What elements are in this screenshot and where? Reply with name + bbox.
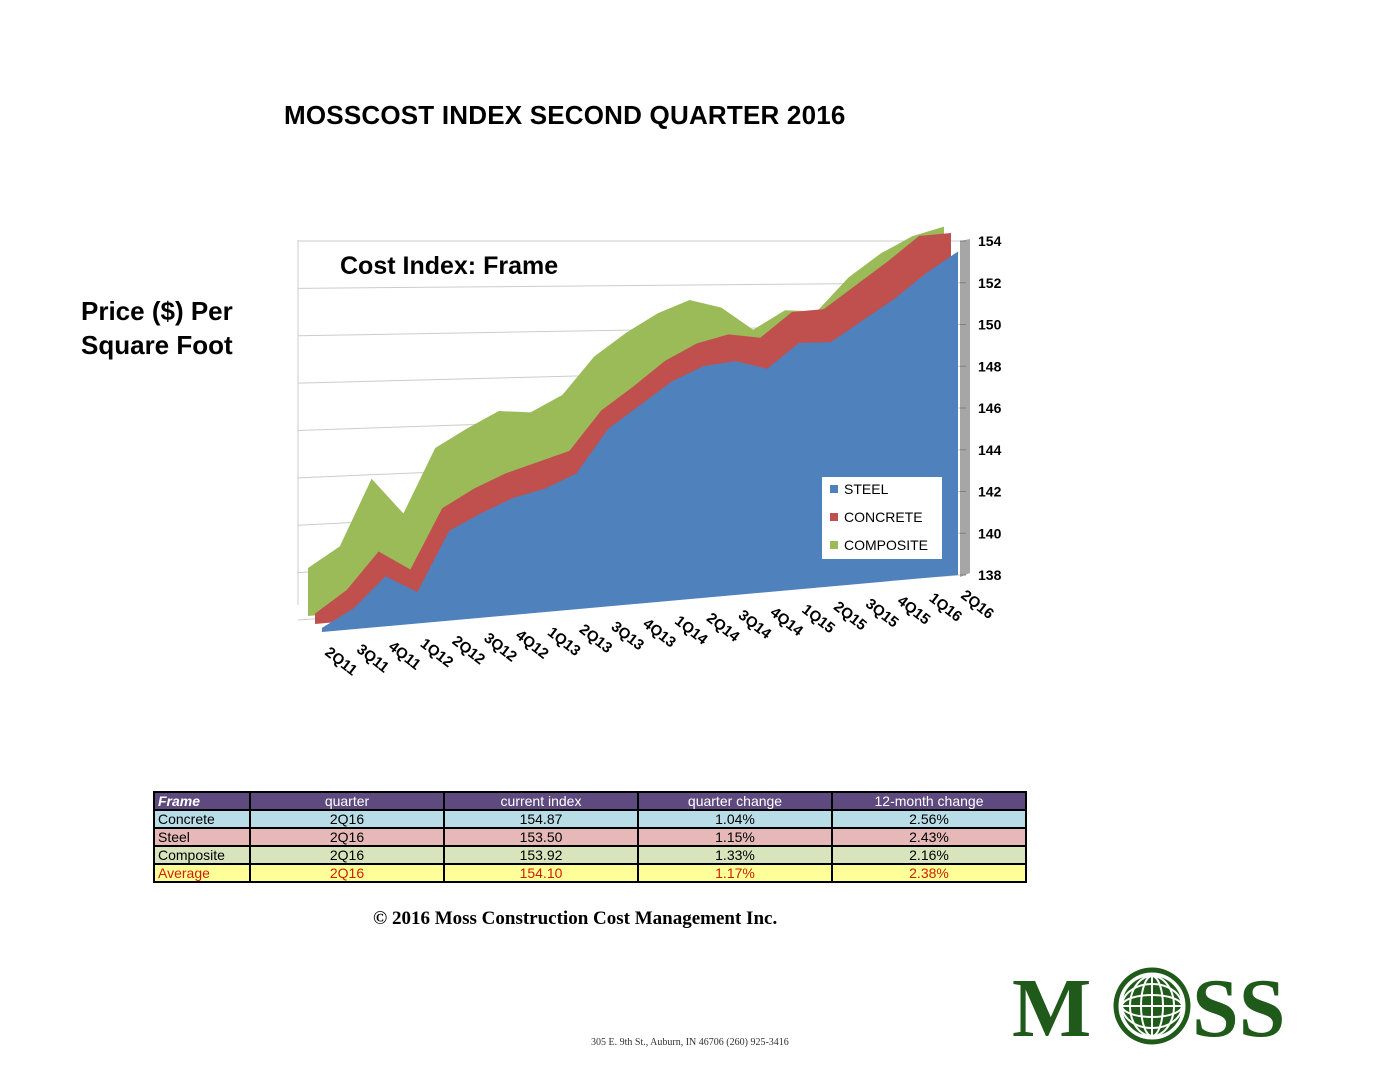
page-title: MOSSCOST INDEX SECOND QUARTER 2016 bbox=[284, 100, 846, 130]
table-row-steel: Steel 2Q16 153.50 1.15% 2.43% bbox=[153, 827, 1027, 847]
globe-icon bbox=[1113, 967, 1191, 1045]
chart-legend: STEEL CONCRETE COMPOSITE bbox=[822, 477, 942, 559]
legend-swatch bbox=[830, 541, 838, 549]
table-header: current index bbox=[443, 791, 639, 811]
x-tick-label: 2Q12 bbox=[449, 632, 488, 668]
chart-title: Cost Index: Frame bbox=[340, 252, 558, 280]
y-tick-label: 144 bbox=[978, 442, 1002, 458]
row-index: 154.10 bbox=[443, 863, 639, 883]
legend-swatch bbox=[830, 485, 838, 493]
x-tick-label: 2Q13 bbox=[576, 621, 615, 657]
row-quarter-change: 1.15% bbox=[637, 827, 833, 847]
x-tick-label: 3Q11 bbox=[353, 641, 392, 676]
table-row-concrete: Concrete 2Q16 154.87 1.04% 2.56% bbox=[153, 809, 1027, 829]
legend-label: COMPOSITE bbox=[844, 537, 928, 553]
x-tick-label: 4Q15 bbox=[894, 592, 933, 628]
row-label: Steel bbox=[153, 827, 251, 847]
x-tick-label: 4Q11 bbox=[385, 638, 424, 673]
legend-label: CONCRETE bbox=[844, 509, 923, 525]
legend-label: STEEL bbox=[844, 481, 889, 497]
y-tick-label: 138 bbox=[978, 567, 1002, 583]
table-header: 12-month change bbox=[831, 791, 1027, 811]
x-tick-label: 3Q14 bbox=[735, 607, 775, 643]
x-tick-label: 4Q14 bbox=[767, 604, 807, 640]
y-tick-label: 146 bbox=[978, 400, 1002, 416]
x-tick-label: 2Q15 bbox=[830, 598, 869, 634]
area-chart: 138 140 142 144 146 148 150 152 154 2Q113Q114Q11… bbox=[297, 226, 1002, 679]
table-header: quarter bbox=[249, 791, 445, 811]
row-12-month-change: 2.38% bbox=[831, 863, 1027, 883]
row-quarter: 2Q16 bbox=[249, 827, 445, 847]
x-tick-label: 2Q14 bbox=[703, 610, 743, 646]
row-label: Concrete bbox=[153, 809, 251, 829]
x-tick-label: 3Q12 bbox=[481, 630, 520, 666]
x-tick-label: 1Q16 bbox=[926, 590, 965, 626]
row-quarter: 2Q16 bbox=[249, 845, 445, 865]
x-tick-label: 4Q12 bbox=[512, 627, 551, 663]
logo-text-right: SS bbox=[1192, 962, 1285, 1052]
row-quarter-change: 1.17% bbox=[637, 863, 833, 883]
y-tick-label: 148 bbox=[978, 358, 1002, 374]
x-tick-label: 1Q15 bbox=[799, 601, 838, 637]
chart-areas bbox=[308, 226, 958, 632]
x-tick-label: 4Q13 bbox=[640, 615, 679, 651]
logo-text-left: M bbox=[1012, 962, 1091, 1052]
table-row-composite: Composite 2Q16 153.92 1.33% 2.16% bbox=[153, 845, 1027, 865]
y-tick-label: 154 bbox=[978, 233, 1002, 249]
row-index: 153.92 bbox=[443, 845, 639, 865]
table-row-average: Average 2Q16 154.10 1.17% 2.38% bbox=[153, 863, 1027, 883]
y-axis-label-line1: Price ($) Per bbox=[81, 296, 233, 326]
row-quarter-change: 1.04% bbox=[637, 809, 833, 829]
y-tick-label: 150 bbox=[978, 317, 1002, 333]
y-axis-label: Price ($) Per Square Foot bbox=[81, 294, 233, 362]
row-index: 153.50 bbox=[443, 827, 639, 847]
row-12-month-change: 2.56% bbox=[831, 809, 1027, 829]
moss-logo: M SS bbox=[1012, 962, 1285, 1052]
y-tick-label: 140 bbox=[978, 525, 1002, 541]
legend-box bbox=[822, 477, 942, 559]
row-quarter: 2Q16 bbox=[249, 809, 445, 829]
x-tick-label: 3Q13 bbox=[608, 618, 647, 654]
summary-table: Frame quarter current index quarter chan… bbox=[153, 791, 1027, 883]
y-axis-label-line2: Square Foot bbox=[81, 330, 233, 360]
row-quarter: 2Q16 bbox=[249, 863, 445, 883]
table-header-row: Frame quarter current index quarter chan… bbox=[153, 791, 1027, 811]
y-tick-label: 152 bbox=[978, 275, 1002, 291]
copyright-notice: © 2016 Moss Construction Cost Management… bbox=[373, 908, 778, 929]
table-header: Frame bbox=[153, 791, 251, 811]
area-series-steel bbox=[322, 251, 958, 632]
row-quarter-change: 1.33% bbox=[637, 845, 833, 865]
x-tick-label: 2Q16 bbox=[958, 587, 997, 623]
row-12-month-change: 2.43% bbox=[831, 827, 1027, 847]
y-tick-label: 142 bbox=[978, 484, 1002, 500]
legend-swatch bbox=[830, 513, 838, 521]
table-header: quarter change bbox=[637, 791, 833, 811]
x-tick-label: 2Q11 bbox=[322, 644, 361, 679]
y-axis-ticks: 138 140 142 144 146 148 150 152 154 bbox=[960, 233, 1002, 583]
x-tick-label: 1Q12 bbox=[417, 635, 456, 671]
x-tick-label: 1Q14 bbox=[671, 612, 711, 648]
row-12-month-change: 2.16% bbox=[831, 845, 1027, 865]
x-tick-label: 3Q15 bbox=[862, 595, 901, 631]
row-index: 154.87 bbox=[443, 809, 639, 829]
row-label: Composite bbox=[153, 845, 251, 865]
company-address: 305 E. 9th St., Auburn, IN 46706 (260) 9… bbox=[591, 1037, 789, 1048]
x-tick-label: 1Q13 bbox=[544, 624, 583, 660]
row-label: Average bbox=[153, 863, 251, 883]
